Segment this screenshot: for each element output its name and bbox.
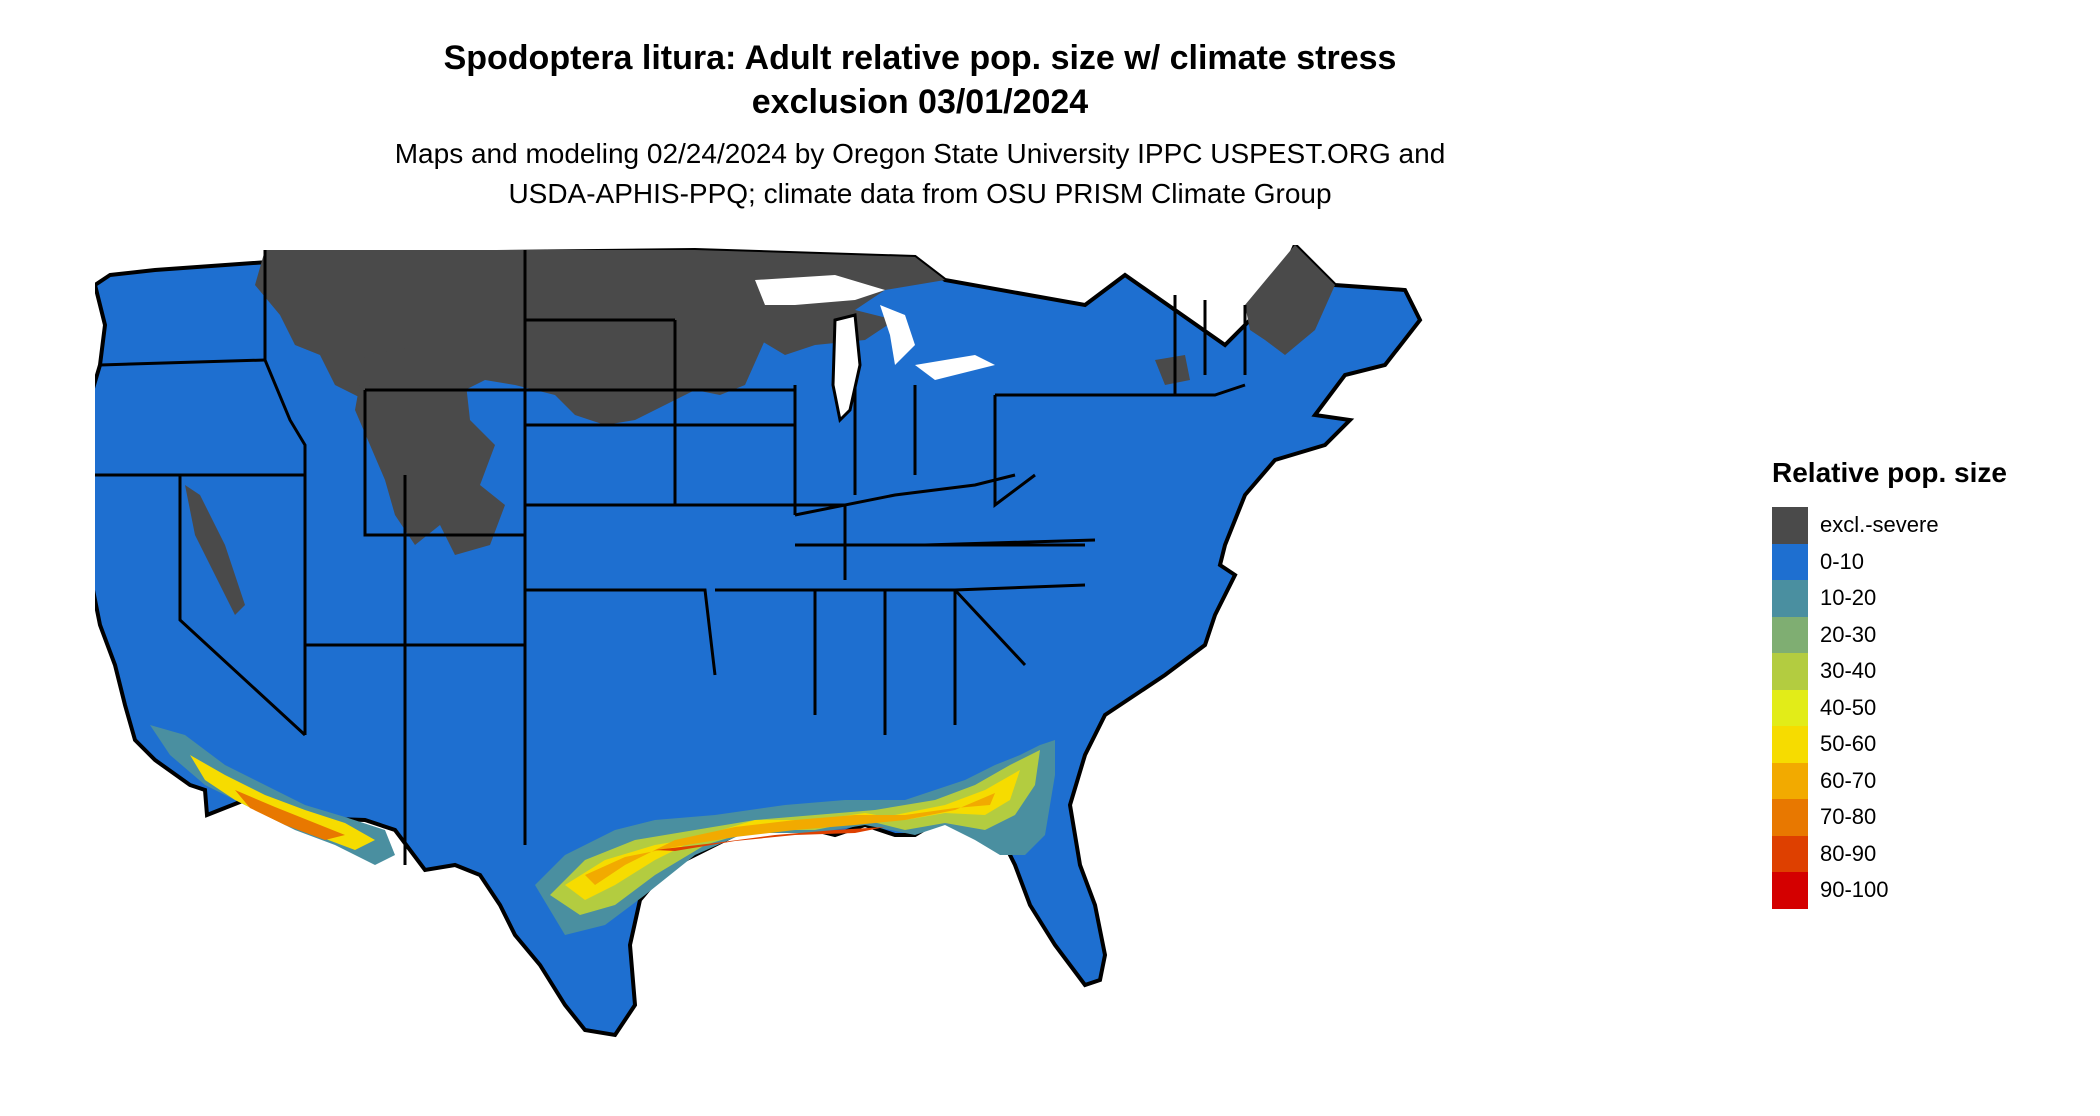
legend-label: 0-10 <box>1820 548 1865 574</box>
legend-label: 70-80 <box>1820 804 1877 830</box>
legend-label: 10-20 <box>1820 585 1877 611</box>
band-desert-40-60 <box>190 755 375 850</box>
legend-item: 0-10 <box>1772 543 2072 580</box>
legend-item: 40-50 <box>1772 689 2072 726</box>
border-wa-or <box>99 358 266 367</box>
border-wy-co <box>363 390 525 537</box>
band-80-90 <box>655 827 885 851</box>
legend-swatch <box>1772 762 1808 799</box>
map-title-line-2: exclusion 03/01/2024 <box>751 83 1089 121</box>
legend-swatch <box>1772 580 1808 617</box>
legend-swatch <box>1772 689 1808 726</box>
legend-swatch <box>1772 872 1808 909</box>
legend-swatch <box>1772 543 1808 580</box>
map-subtitle-line-2: USDA-APHIS-PPQ; climate data from OSU PR… <box>508 178 1332 209</box>
legend-item: 60-70 <box>1772 762 2072 799</box>
exclusion-zone-maine <box>1245 245 1335 355</box>
legend-label: excl.-severe <box>1820 512 1939 538</box>
legend-title: Relative pop. size <box>1772 457 2007 488</box>
band-desert-60-80 <box>235 790 345 840</box>
band-60-80 <box>585 793 995 885</box>
legend-swatch <box>1772 799 1808 836</box>
legend-swatch <box>1772 726 1808 763</box>
legend-label: 30-40 <box>1820 658 1877 684</box>
legend-item: 20-30 <box>1772 616 2072 653</box>
border-nc-sc <box>954 583 1086 592</box>
border-mn-ia <box>673 320 795 392</box>
exclusion-zone-sierra <box>185 485 245 615</box>
legend-item: 50-60 <box>1772 726 2072 763</box>
band-20-40 <box>550 750 1040 915</box>
map-title: Spodoptera litura: Adult relative pop. s… <box>0 36 1840 124</box>
legend: Relative pop. size excl.-severe 0-10 10-20… <box>1772 455 2072 909</box>
legend-item: excl.-severe <box>1772 507 2072 544</box>
exclusion-zone-great-lakes <box>755 295 895 355</box>
legend-label: 90-100 <box>1820 877 1889 903</box>
border-ga <box>953 588 1027 667</box>
map-subtitle-line-1: Maps and modeling 02/24/2024 by Oregon S… <box>394 138 1446 169</box>
conus-landmass <box>95 245 1423 1038</box>
lake-michigan <box>831 313 862 424</box>
legend-item: 70-80 <box>1772 799 2072 836</box>
border-nv-ca <box>178 475 307 737</box>
border-wv <box>993 395 1036 508</box>
map-subtitle: Maps and modeling 02/24/2024 by Oregon S… <box>0 134 1840 214</box>
legend-item: 30-40 <box>1772 653 2072 690</box>
legend-swatch <box>1772 507 1808 544</box>
state-boundaries <box>95 250 1247 865</box>
legend-label: 40-50 <box>1820 694 1877 720</box>
lake-superior <box>755 275 885 305</box>
legend-items: excl.-severe 0-10 10-20 20-30 30-40 40-50 50-6… <box>1772 507 2072 909</box>
legend-item: 10-20 <box>1772 580 2072 617</box>
legend-label: 50-60 <box>1820 731 1877 757</box>
exclusion-zone-rockies <box>355 345 505 555</box>
us-map <box>95 245 1745 1095</box>
legend-item: 80-90 <box>1772 835 2072 872</box>
band-10-20 <box>535 740 1055 935</box>
map-title-line-1: Spodoptera litura: Adult relative pop. s… <box>443 39 1397 77</box>
legend-label: 20-30 <box>1820 621 1877 647</box>
lake-erie <box>915 355 995 380</box>
legend-label: 80-90 <box>1820 840 1877 866</box>
lake-huron <box>880 305 915 365</box>
exclusion-zone-adirondacks <box>1155 355 1190 385</box>
legend-item: 90-100 <box>1772 872 2072 909</box>
legend-swatch <box>1772 835 1808 872</box>
border-va-nc <box>924 538 1096 547</box>
legend-swatch <box>1772 616 1808 653</box>
border-ok-tx <box>525 588 717 676</box>
band-40-60 <box>565 770 1020 900</box>
us-map-svg <box>95 245 1423 1038</box>
border-new-england <box>1173 295 1246 397</box>
legend-label: 60-70 <box>1820 767 1877 793</box>
legend-swatch <box>1772 653 1808 690</box>
